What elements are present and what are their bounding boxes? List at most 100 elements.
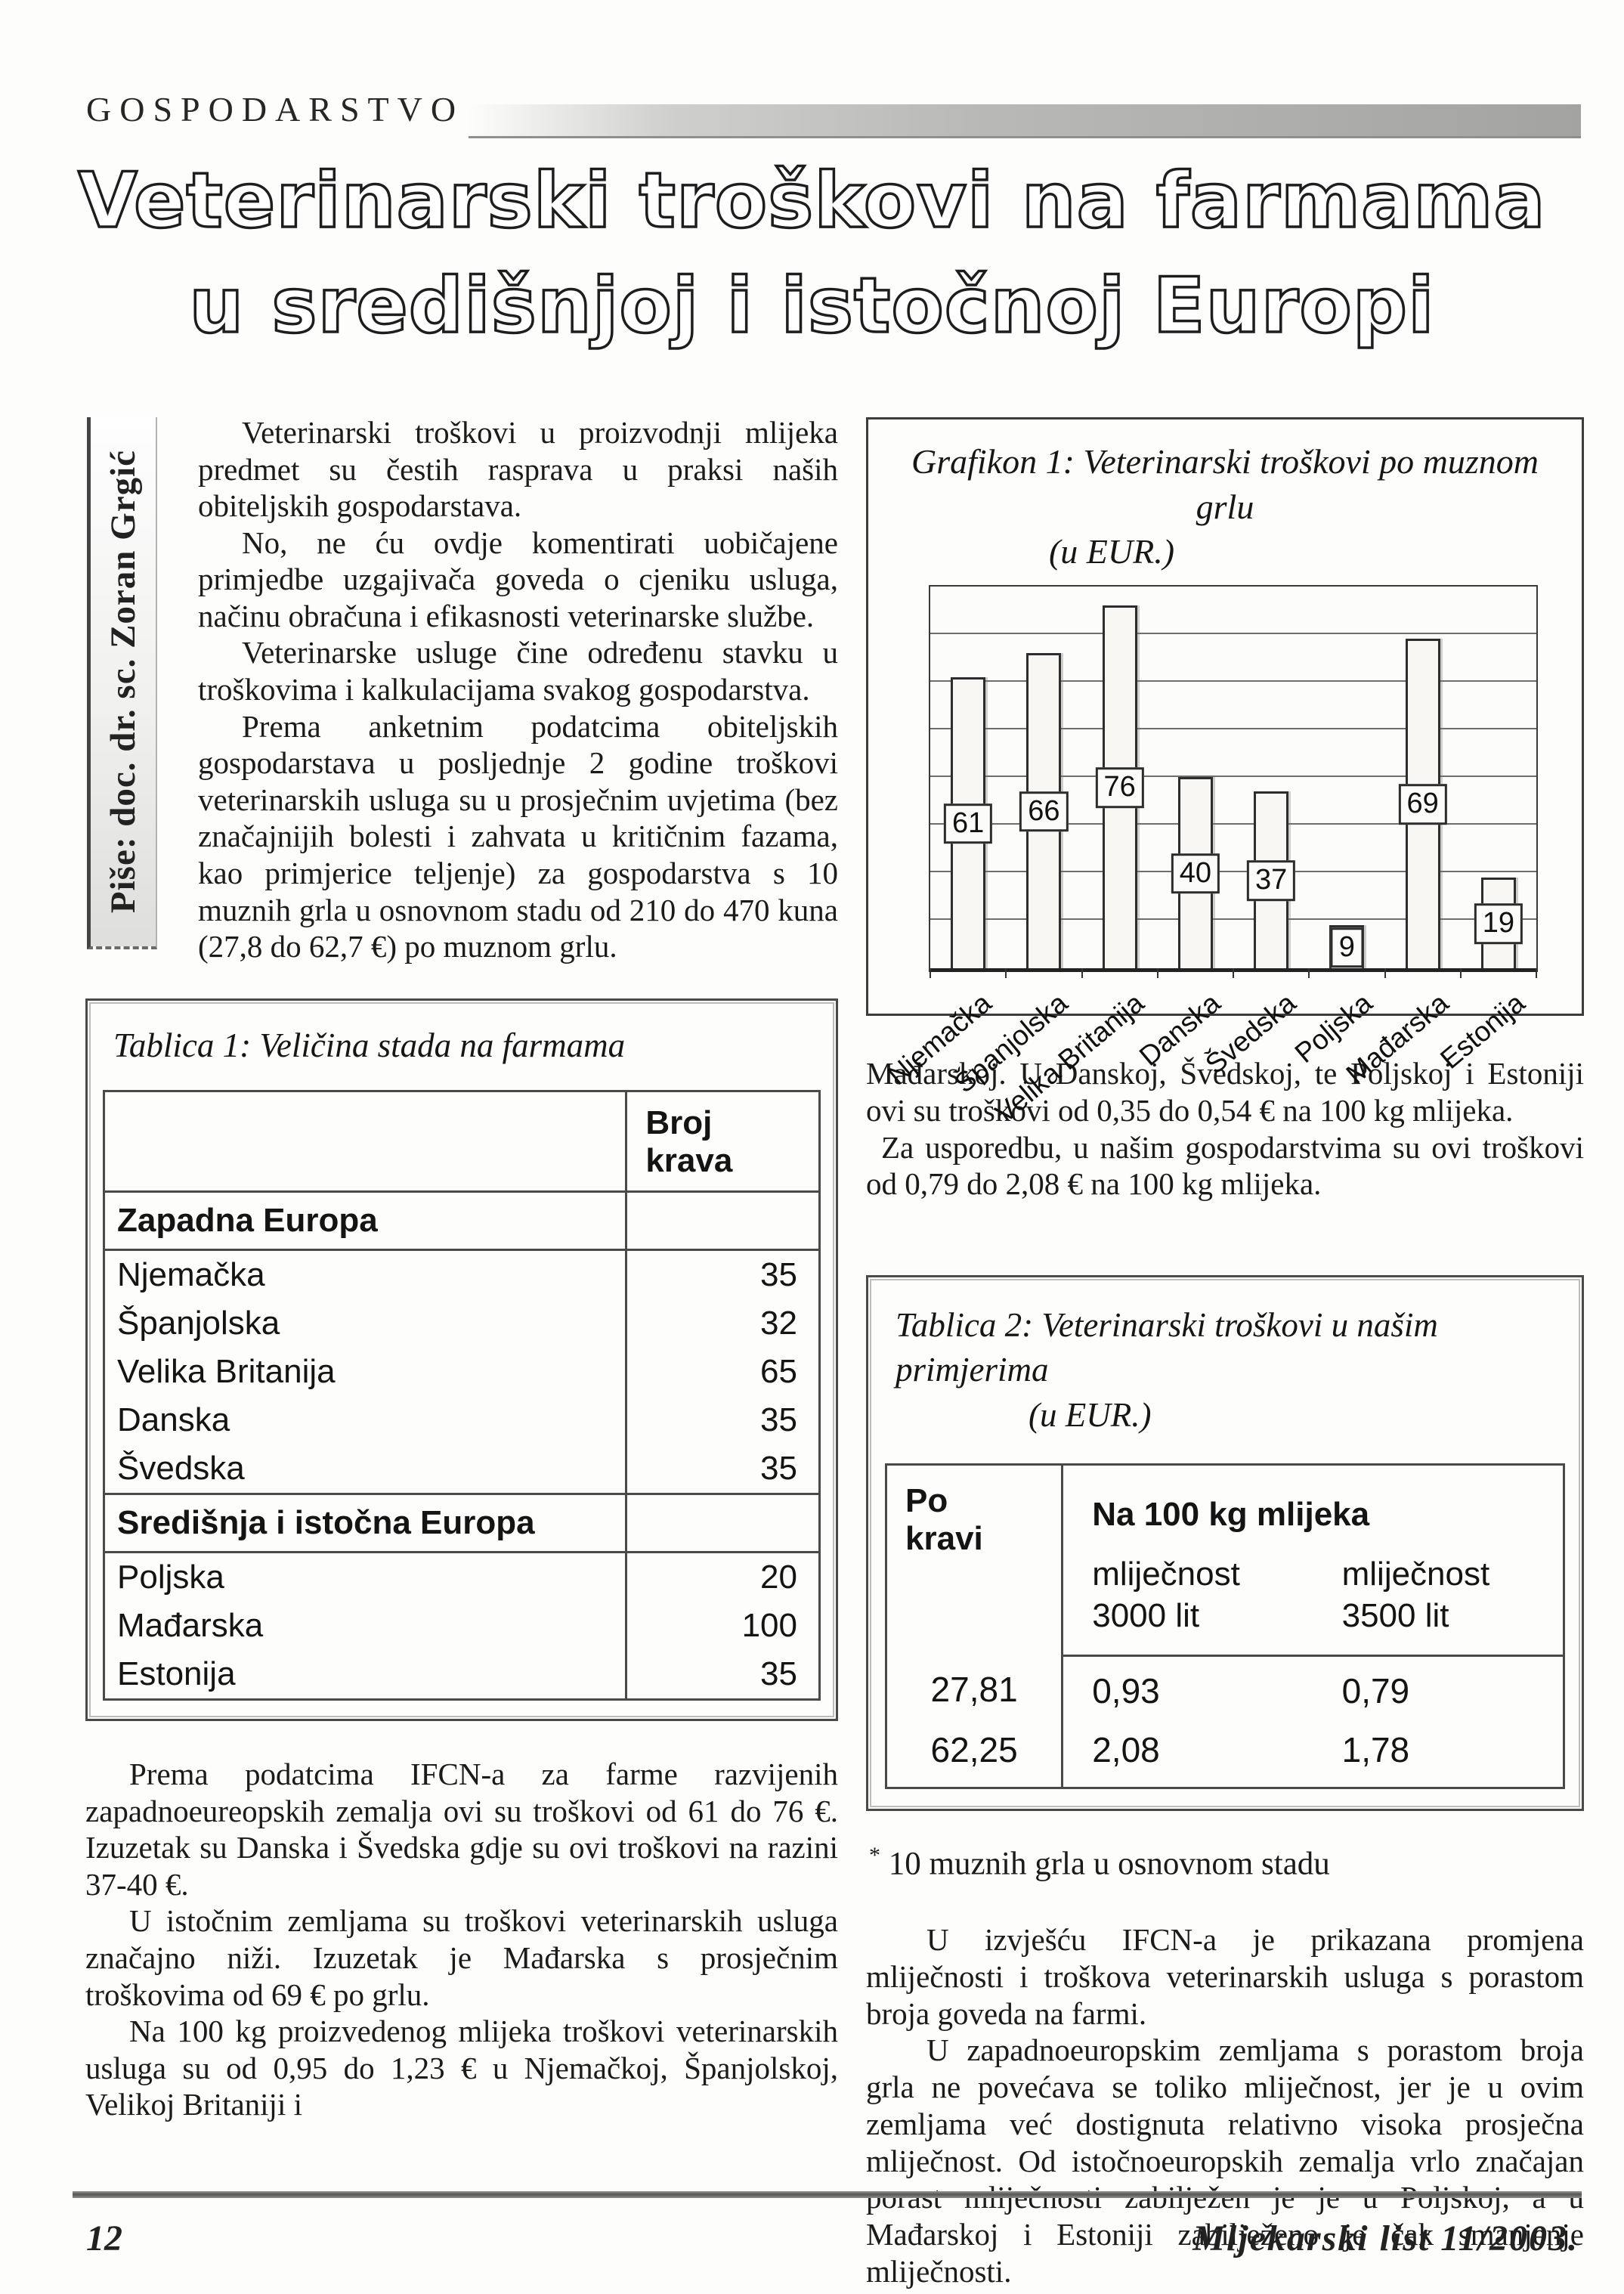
value-cell: 35 xyxy=(625,1249,820,1300)
table1-caption: Tablica 1: Veličina stada na farmama xyxy=(113,1026,626,1064)
bar-value-label: 61 xyxy=(943,803,993,844)
paragraph: Mađarskoj. U Danskoj, Švedskoj, te Poljs… xyxy=(866,1056,1584,1128)
axis-tick xyxy=(1081,967,1083,978)
section-label: GOSPODARSTVO xyxy=(86,90,465,128)
bar-Velika Britanija: 76 xyxy=(1095,605,1144,968)
axis-tick xyxy=(1459,967,1462,978)
gridline xyxy=(930,918,1536,921)
table1-section-row: Zapadna Europa xyxy=(104,1190,820,1252)
paragraph: Veterinarski troškovi u proizvodnji mlij… xyxy=(198,415,838,524)
bar-value-label: 76 xyxy=(1095,767,1144,809)
table1-section-empty xyxy=(625,1493,820,1554)
paragraph: U izvješću IFCN-a je prikazana promjena … xyxy=(866,1921,1584,2031)
bar-Švedska: 37 xyxy=(1246,791,1296,968)
country-cell: Velika Britanija xyxy=(117,1353,336,1391)
chart-plot: 61 66 76 40 37 9 69 19 xyxy=(929,584,1538,978)
table2-subheader-row: mliječnost 3000 lit mliječnost 3500 lit xyxy=(886,1537,1564,1657)
country-cell: Estonija xyxy=(117,1655,236,1693)
table-row: 27,81 0,93 0,79 xyxy=(886,1655,1564,1716)
footer-issue: Mljekarski list 11/2003. xyxy=(1192,2218,1579,2258)
bar-Danska: 40 xyxy=(1171,777,1220,968)
table2-header-row: Po kravi Na 100 kg mlijeka xyxy=(886,1464,1564,1656)
table2-group-header: Na 100 kg mlijeka xyxy=(1092,1495,1370,1533)
gridline xyxy=(930,680,1536,682)
table1-section-label: Središnja i istočna Europa xyxy=(104,1493,626,1554)
table2-container: Tablica 2: Veterinarski troškovi u našim… xyxy=(866,1275,1584,1811)
axis-tick xyxy=(1308,967,1310,978)
table2: Po kravi Na 100 kg mlijeka mliječnost 30… xyxy=(885,1463,1565,1789)
gridline xyxy=(930,632,1536,634)
value-cell: 0,79 xyxy=(1341,1670,1410,1710)
table-row: Mađarska 100 xyxy=(104,1602,820,1651)
axis-tick xyxy=(1233,967,1234,978)
paragraph: Za usporedbu, u našim gospodarstvima su … xyxy=(866,1129,1584,1202)
country-cell: Danska xyxy=(117,1401,230,1439)
axis-tick xyxy=(1156,967,1158,978)
table2-col1-header: Po kravi xyxy=(886,1464,1064,1656)
byline-strip: Piše: doc. dr. sc. Zoran Grgić xyxy=(87,417,157,949)
xlabel-Estonija: Estonija xyxy=(1434,986,1530,1075)
table-row: 62,25 2,08 1,78 xyxy=(886,1715,1564,1788)
right-column: Grafikon 1: Veterinarski troškovi po muz… xyxy=(866,417,1584,2290)
table-row: Velika Britanija 65 xyxy=(104,1348,820,1397)
gridline xyxy=(930,823,1536,825)
table2-subheader-1: mliječnost 3000 lit xyxy=(1062,1537,1313,1657)
value-cell: 35 xyxy=(625,1396,820,1445)
chart-xlabels: Njemačka Španjolska Velika Britanija Danska… xyxy=(882,977,1538,1128)
byline-text: Piše: doc. dr. sc. Zoran Grgić xyxy=(104,450,143,914)
table1-header-row: Broj krava xyxy=(104,1091,820,1193)
axis-tick xyxy=(1005,967,1007,978)
table2-caption-line1: Tablica 2: Veterinarski troškovi u našim… xyxy=(896,1306,1438,1388)
bar-value-label: 9 xyxy=(1330,927,1363,968)
value-cell: 35 xyxy=(625,1650,820,1700)
value-cell: 32 xyxy=(625,1299,820,1348)
value-cell: 65 xyxy=(625,1348,820,1397)
bar-Poljska: 9 xyxy=(1329,924,1365,968)
axis-tick xyxy=(1384,967,1386,978)
country-cell: Njemačka xyxy=(117,1256,265,1294)
country-cell: Španjolska xyxy=(117,1305,280,1342)
bar-value-label: 19 xyxy=(1474,903,1523,944)
bar-value-label: 40 xyxy=(1171,853,1220,894)
table-row: Švedska 35 xyxy=(104,1444,820,1494)
paragraph: Na 100 kg proizvedenog mlijeka troškovi … xyxy=(85,2014,838,2122)
bar-Estonija: 19 xyxy=(1474,877,1523,968)
chart-subtitle: (u EUR.) xyxy=(1048,531,1175,571)
table2-caption-line2: (u EUR.) xyxy=(1029,1396,1152,1435)
value-cell: 27,81 xyxy=(886,1655,1064,1716)
table1-container: Tablica 1: Veličina stada na farmama Bro… xyxy=(85,998,838,1722)
footnote-text: 10 muznih grla u osnovnom stadu xyxy=(880,1845,1330,1881)
value-cell: 62,25 xyxy=(886,1715,1064,1788)
gridline xyxy=(930,727,1536,729)
value-cell: 35 xyxy=(625,1444,820,1494)
table1-value-header: Broj krava xyxy=(625,1091,820,1193)
paragraph: Prema podatcima IFCN-a za farme razvijen… xyxy=(85,1757,838,1902)
table1-section-empty xyxy=(625,1190,820,1252)
table1-empty-header xyxy=(104,1091,626,1193)
value-cell: 100 xyxy=(625,1602,820,1651)
value-cell: 0,93 xyxy=(1092,1670,1160,1710)
paragraph: Veterinarske usluge čine određenu stavku… xyxy=(198,635,838,707)
table-row: Estonija 35 xyxy=(104,1650,820,1700)
table1-section-label: Zapadna Europa xyxy=(104,1190,626,1252)
article-title-line1: Veterinarski troškovi na farmama xyxy=(77,154,1547,246)
bar-Španjolska: 66 xyxy=(1019,652,1069,968)
paragraph: No, ne ću ovdje komentirati uobičajene p… xyxy=(198,525,838,633)
axis-tick xyxy=(1536,967,1537,978)
table1: Broj krava Zapadna Europa Njemačka 35 Šp… xyxy=(103,1090,821,1701)
paragraph: U zapadnoeuropskim zemljama s porastom b… xyxy=(866,2032,1584,2289)
value-cell: 2,08 xyxy=(1092,1729,1160,1769)
value-cell: 20 xyxy=(625,1552,820,1602)
header-gradient-bar xyxy=(469,104,1581,138)
value-cell: 1,78 xyxy=(1341,1729,1410,1769)
table-row: Poljska 20 xyxy=(104,1552,820,1602)
article-title: Veterinarski troškovi na farmama u sredi… xyxy=(30,148,1594,359)
paragraph: Prema anketnim podatcima obiteljskih gos… xyxy=(198,708,838,964)
table-row: Španjolska 32 xyxy=(104,1299,820,1348)
country-cell: Mađarska xyxy=(117,1607,264,1645)
bar-Njemačka: 61 xyxy=(943,676,993,968)
bar-value-label: 37 xyxy=(1246,860,1296,902)
table-row: Njemačka 35 xyxy=(104,1249,820,1300)
country-cell: Poljska xyxy=(117,1559,224,1596)
